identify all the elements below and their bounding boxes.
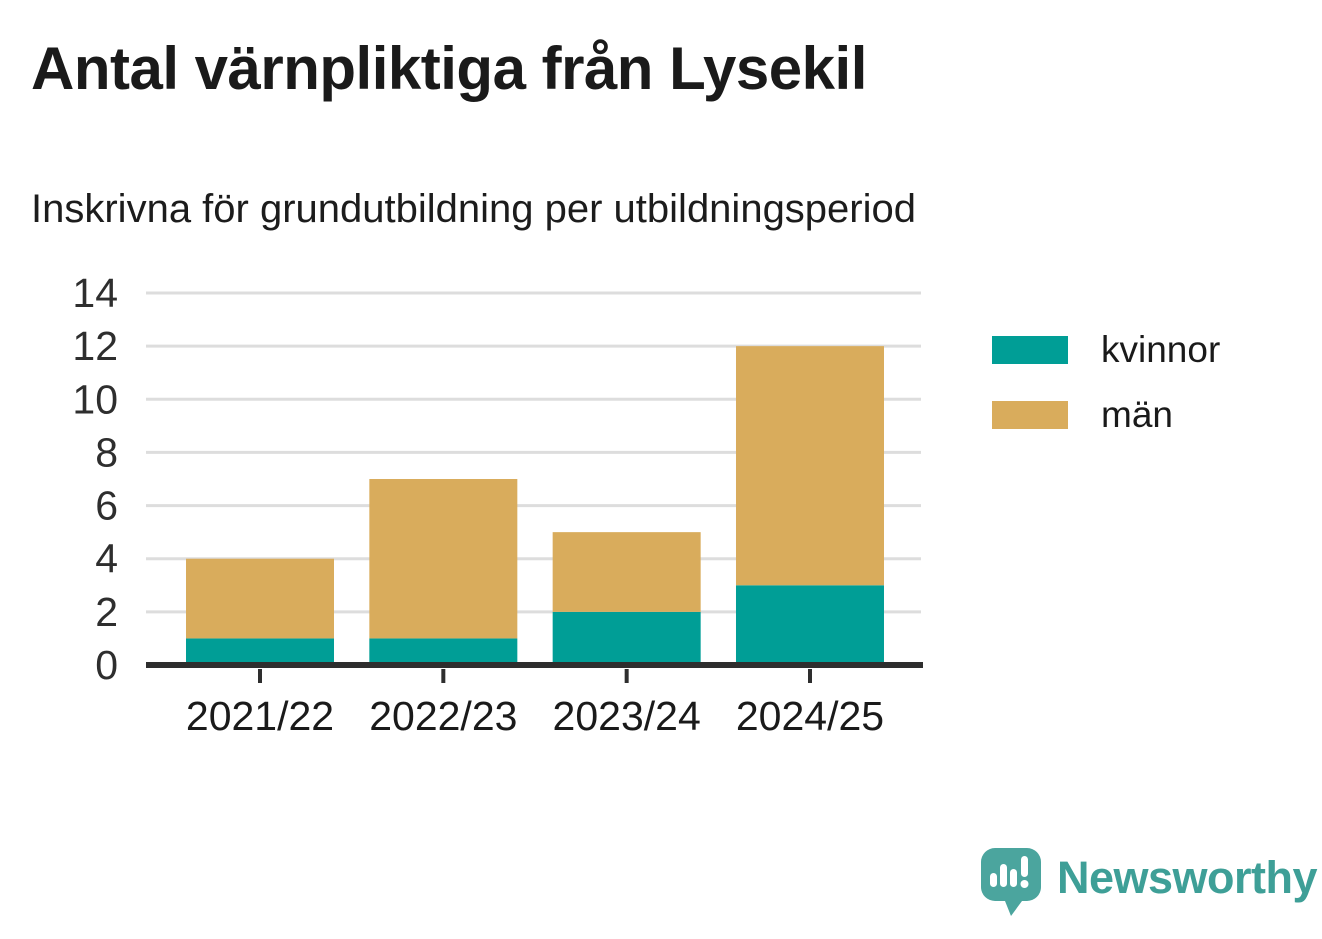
newsworthy-logo: Newsworthy (977, 846, 1318, 918)
x-tick-label-2023-24: 2023/24 (553, 693, 701, 739)
y-tick-label-10: 10 (72, 376, 118, 422)
bar-segment-kvinnor-2022-23 (369, 638, 518, 665)
exclamation-bar (1021, 856, 1028, 877)
bar-segment-män-2022-23 (369, 479, 518, 639)
legend-swatch-kvinnor (992, 335, 1068, 364)
y-tick-label-0: 0 (95, 642, 118, 688)
exclamation-dot (1020, 880, 1029, 888)
y-tick-label-8: 8 (95, 429, 118, 475)
legend-item-man: män (992, 396, 1220, 433)
y-tick-label-4: 4 (95, 536, 118, 582)
brand-name: Newsworthy (1057, 852, 1318, 903)
bar-segment-män-2021-22 (186, 558, 334, 639)
x-tick-label-2022-23: 2022/23 (369, 693, 517, 739)
legend-label-kvinnor: kvinnor (1101, 329, 1221, 370)
x-tick-label-2024-25: 2024/25 (736, 693, 884, 739)
bar-medium (1010, 869, 1017, 887)
legend-label-man: män (1101, 394, 1173, 435)
page-title: Antal värnpliktiga från Lysekil (31, 35, 867, 102)
bar-segment-kvinnor-2021-22 (186, 638, 334, 665)
bar-segment-kvinnor-2023-24 (552, 611, 701, 665)
y-tick-label-6: 6 (95, 483, 118, 529)
bar-small (990, 873, 997, 887)
legend-swatch-man (992, 400, 1068, 429)
bar-segment-kvinnor-2024-25 (735, 585, 884, 665)
bar-segment-män-2023-24 (552, 532, 701, 612)
bar-segment-män-2024-25 (735, 346, 884, 586)
y-tick-label-14: 14 (72, 270, 118, 316)
y-tick-label-12: 12 (72, 323, 118, 369)
y-tick-label-2: 2 (95, 589, 118, 635)
chart-subtitle: Inskrivna för grundutbildning per utbild… (31, 187, 916, 231)
chart-legend: kvinnor män (992, 331, 1220, 433)
x-tick-label-2021-22: 2021/22 (186, 693, 334, 739)
bar-tall (1000, 864, 1007, 887)
speech-bubble-bar-chart-icon (981, 848, 1041, 916)
legend-item-kvinnor: kvinnor (992, 331, 1220, 368)
